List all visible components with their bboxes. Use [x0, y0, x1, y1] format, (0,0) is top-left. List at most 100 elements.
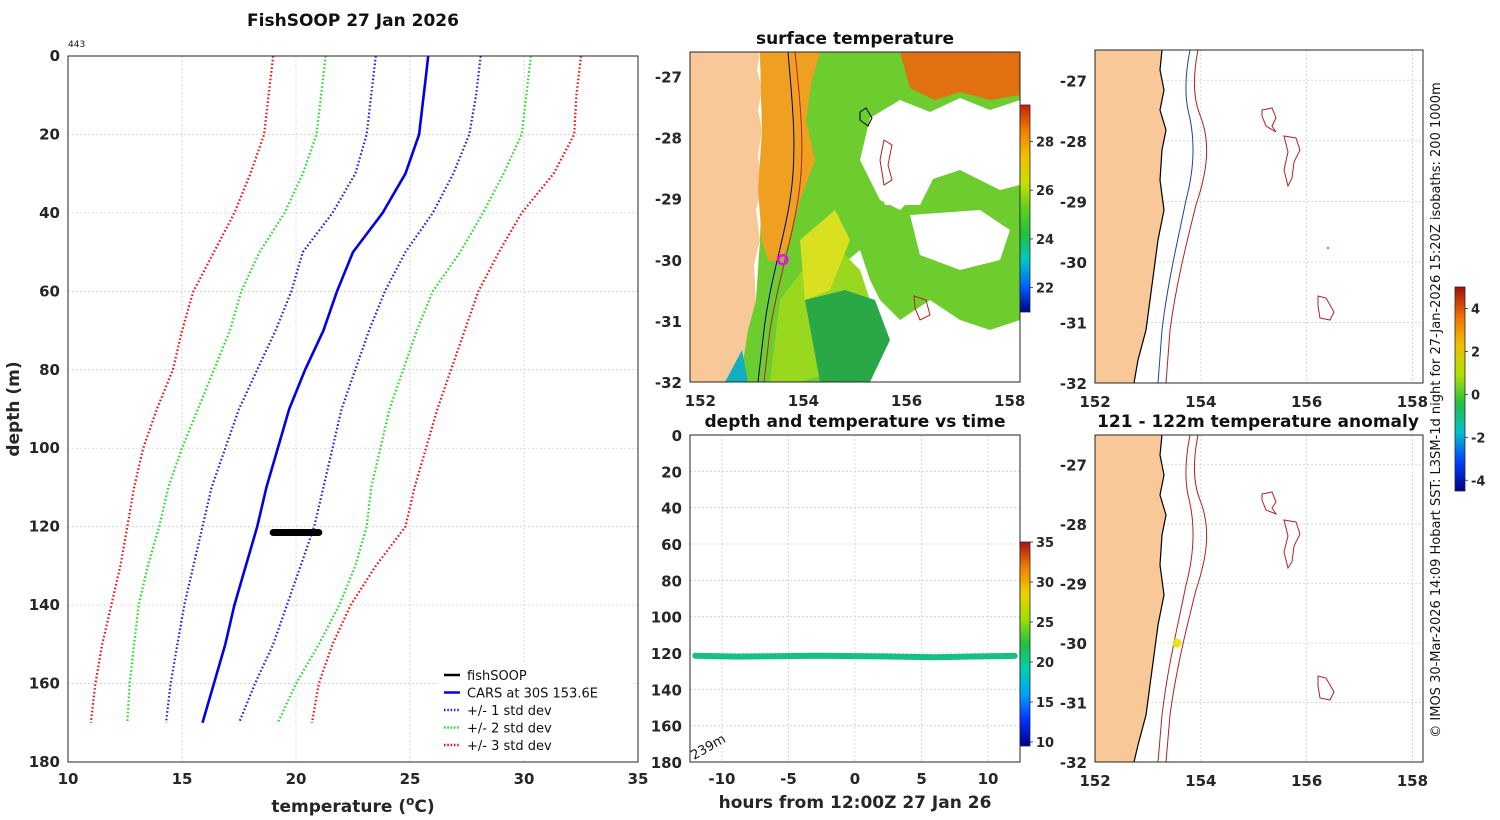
sst-cb-tick-label: 26	[1036, 184, 1054, 199]
anomaly-isobath-1000	[1165, 435, 1208, 762]
ts-ytick-label: 0	[672, 427, 682, 445]
isobath-map-panel: 152 154 156 158 -27 -28 -29 -30 -31 -32	[1060, 49, 1428, 411]
profile-legend: fishSOOP CARS at 30S 153.6E +/- 1 std dev +…	[437, 664, 633, 758]
profile-xtick-label: 30	[514, 770, 535, 788]
profile-ticks: 10 15 20 25 30 35 0 20 40 60 80 100 120 140 160 180	[29, 47, 649, 788]
anomaly-colorbar	[1454, 286, 1466, 492]
profile-ytick-label: 0	[50, 47, 60, 65]
ts-annotation: 239m	[689, 732, 729, 764]
iso-isobath-1000	[1165, 50, 1208, 383]
anomaly-content	[1095, 435, 1335, 762]
profile-xtick-label: 15	[172, 770, 193, 788]
anomaly-seamount-3	[1317, 675, 1335, 701]
sst-ytick-label: -31	[655, 313, 682, 331]
sst-ytick-label: -28	[655, 130, 682, 148]
profile-ytick-label: 80	[39, 361, 60, 379]
sst-cool-patch	[805, 290, 890, 382]
sst-cb-tick-label: 24	[1036, 233, 1054, 248]
iso-xtick-label: 158	[1397, 393, 1428, 411]
iso-seamount-2	[1283, 135, 1301, 188]
sst-cloud-gap-2	[870, 150, 935, 205]
sst-ytick-label: -32	[655, 374, 682, 392]
ts-title: depth and temperature vs time	[705, 412, 1006, 432]
time-series-panel: depth and temperature vs time -10 -5 0 5 100…	[651, 412, 1054, 813]
sst-isobath-200	[757, 52, 795, 382]
sst-coastal-warm	[758, 52, 820, 262]
ts-cb-tick-label: 15	[1036, 696, 1054, 711]
iso-ytick-label: -29	[1060, 193, 1087, 211]
profile-ytick-label: 160	[29, 675, 60, 693]
anomaly-land	[1095, 435, 1166, 762]
sst-xtick-label: 154	[788, 392, 819, 410]
sst-sample-marker	[777, 254, 789, 266]
profile-series-line	[237, 55, 482, 724]
profile-series-line	[310, 55, 583, 723]
sst-seamount-2	[913, 295, 931, 321]
sst-ytick-label: -29	[655, 191, 682, 209]
anomaly-ticks: 152 154 156 158 -27 -28 -29 -30 -31 -32	[1060, 457, 1428, 790]
profile-series-line	[164, 55, 377, 723]
profile-grid	[67, 55, 639, 763]
anomaly-isobath-200	[1157, 435, 1194, 762]
anomaly-frame	[1094, 434, 1424, 763]
ts-grid	[690, 434, 1020, 763]
anomaly-title: 121 - 122m temperature anomaly	[1097, 412, 1419, 432]
sst-reef-outline	[859, 107, 873, 127]
ts-xtick-label: -10	[708, 770, 735, 788]
ts-xtick-label: -5	[780, 770, 797, 788]
legend-label: +/- 3 std dev	[467, 739, 552, 754]
legend-label: +/- 2 std dev	[467, 722, 552, 737]
profile-frame	[67, 55, 639, 763]
profile-xlabel: temperature (oC)	[271, 794, 434, 817]
profile-series-line	[201, 55, 430, 724]
anomaly-ytick-label: -30	[1060, 635, 1087, 653]
ts-ytick-label: 140	[651, 681, 682, 699]
anomaly-xtick-label: 156	[1291, 772, 1322, 790]
anomaly-ytick-label: -27	[1060, 457, 1087, 475]
profile-xtick-label: 20	[286, 770, 307, 788]
ts-track-line	[692, 652, 1018, 661]
sst-cloud-gap	[910, 210, 1010, 270]
sst-ytick-label: -27	[655, 68, 682, 86]
iso-dot	[1327, 247, 1329, 249]
sst-ticks: 152 154 156 158 -27 -28 -29 -30 -31 -32	[655, 68, 1025, 410]
anomaly-seamount-2	[1283, 519, 1301, 570]
anomaly-ytick-label: -28	[1060, 516, 1087, 534]
anomaly-ytick-label: -31	[1060, 695, 1087, 713]
ts-xtick-label: 10	[978, 770, 999, 788]
profile-ylabel: depth (m)	[4, 361, 24, 456]
anomaly-cb-tick-label: 4	[1471, 302, 1480, 317]
legend-label: fishSOOP	[467, 669, 527, 684]
iso-land	[1095, 50, 1166, 383]
sst-ytick-label: -30	[655, 252, 682, 270]
anomaly-points	[1172, 638, 1182, 648]
ts-ytick-label: 40	[661, 500, 682, 518]
ts-xtick-label: 5	[916, 770, 926, 788]
sst-cb-tick-label: 22	[1036, 282, 1054, 297]
iso-xtick-label: 152	[1079, 393, 1110, 411]
anomaly-xtick-label: 154	[1185, 772, 1216, 790]
iso-xtick-label: 156	[1291, 393, 1322, 411]
iso-seamount-3	[1317, 295, 1335, 321]
ts-ytick-label: 160	[651, 718, 682, 736]
ts-cb-tick-label: 20	[1036, 656, 1054, 671]
profile-xtick-label: 25	[400, 770, 421, 788]
sst-cb-tick-label: 28	[1036, 136, 1054, 151]
anomaly-ytick-label: -32	[1060, 754, 1087, 772]
iso-ytick-label: -32	[1060, 375, 1087, 393]
anomaly-seamount-1	[1261, 491, 1278, 516]
sst-yellow-tongue	[800, 210, 850, 300]
ts-colorbar	[1019, 541, 1031, 747]
anomaly-xtick-label: 158	[1397, 772, 1428, 790]
legend-box	[437, 664, 633, 758]
iso-coastline	[1133, 50, 1167, 383]
ts-ytick-label: 120	[651, 645, 682, 663]
profile-ytick-label: 140	[29, 596, 60, 614]
profile-ytick-label: 120	[29, 518, 60, 536]
iso-ytick-label: -30	[1060, 254, 1087, 272]
ts-cb-tick-label: 10	[1036, 736, 1054, 751]
anomaly-colorbar-ticks: -4 -2 0 2 4	[1465, 302, 1485, 489]
credit-text: © IMOS 30-Mar-2026 14:09 Hobart SST: L3S…	[1429, 82, 1444, 737]
